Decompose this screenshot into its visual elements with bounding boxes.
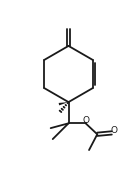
Text: O: O — [83, 116, 90, 125]
Text: O: O — [111, 126, 118, 135]
Polygon shape — [59, 102, 68, 105]
